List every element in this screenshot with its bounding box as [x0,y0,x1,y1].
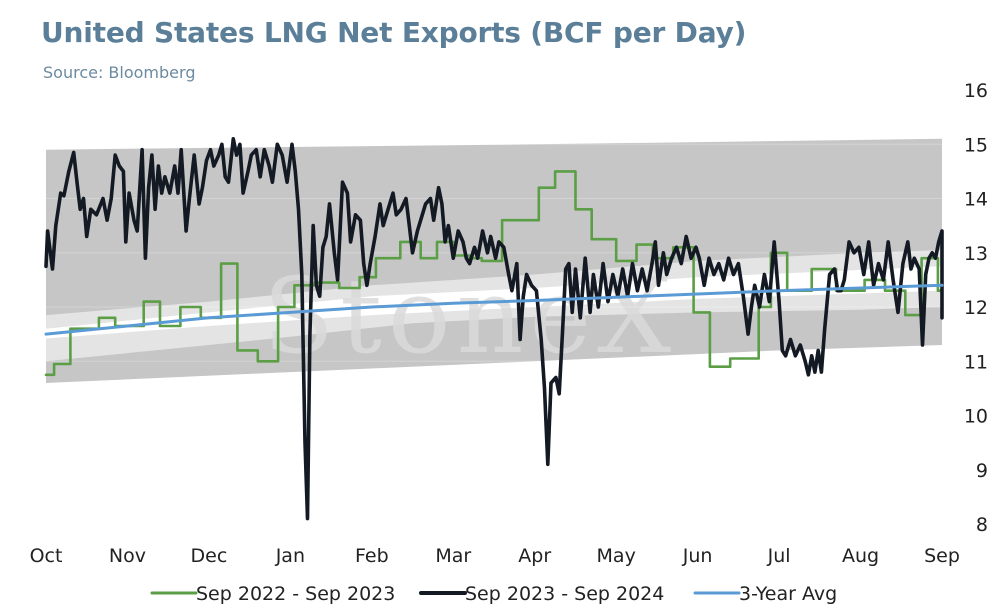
gridlines [46,143,942,471]
y-tick-label: 9 [976,460,988,482]
series-line-1 [44,137,944,521]
x-tick-label: Feb [355,545,389,567]
series-line-0 [44,170,944,377]
legend-label-1: Sep 2023 - Sep 2024 [465,583,664,605]
chart-title: United States LNG Net Exports (BCF per D… [41,16,747,49]
series-line-2 [44,283,944,336]
x-tick-label: Apr [518,545,551,567]
x-tick-label: Mar [435,545,471,567]
x-tick-label: Oct [30,545,63,567]
watermark-text: StoneX [263,255,677,377]
y-tick-label: 12 [964,297,988,319]
y-tick-label: 8 [976,514,988,536]
x-tick-label: Nov [109,545,146,567]
y-tick-label: 11 [964,351,988,373]
x-tick-label: May [597,545,636,567]
x-tick-label: Jun [682,545,713,567]
x-tick-label: Jan [275,545,305,567]
legend: Sep 2022 - Sep 2023 Sep 2023 - Sep 2024 3-… [150,583,837,605]
y-tick-label: 14 [964,189,988,211]
y-tick-label: 13 [964,243,988,265]
x-axis-ticks: Oct Nov Dec Jan Feb Mar Apr May Jun Jul Aug Sep [30,545,960,567]
x-tick-label: Dec [191,545,228,567]
y-tick-label: 10 [964,406,988,428]
series-lines [44,137,944,521]
legend-label-2: 3-Year Avg [739,583,837,605]
y-tick-label: 16 [964,80,988,102]
x-tick-label: Jul [767,545,791,567]
legend-label-0: Sep 2022 - Sep 2023 [196,583,395,605]
y-tick-label: 15 [964,134,988,156]
y-axis-ticks: 8 9 10 11 12 13 14 15 16 [964,80,988,536]
x-tick-label: Sep [924,545,960,567]
chart-source: Source: Bloomberg [43,63,196,82]
x-tick-label: Aug [842,545,879,567]
